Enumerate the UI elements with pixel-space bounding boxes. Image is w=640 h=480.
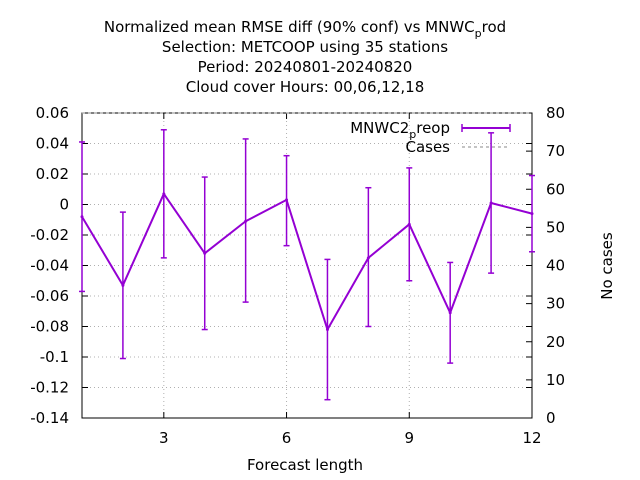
series-mnwc2-point-12 bbox=[530, 212, 534, 216]
plot-area bbox=[79, 112, 535, 401]
y2-axis-label: No cases bbox=[598, 232, 616, 300]
x-axis-label: Forecast length bbox=[247, 456, 363, 474]
legend-line-mnwc2 bbox=[461, 124, 511, 132]
chart-title: Normalized mean RMSE diff (90% conf) vs … bbox=[104, 18, 506, 96]
series-mnwc2-line bbox=[81, 192, 533, 331]
series-mnwc2-point-4 bbox=[203, 251, 207, 255]
legend: MNWC2preop Cases bbox=[350, 119, 511, 156]
y2-tick-label-0: 0 bbox=[546, 409, 556, 427]
series-mnwc2-point-9 bbox=[407, 222, 411, 226]
chart-title-line-3: Period: 20240801-20240820 bbox=[198, 58, 413, 76]
series-mnwc2-point-11 bbox=[489, 201, 493, 205]
y2-tick-label-2: 20 bbox=[546, 333, 565, 351]
series-mnwc2-point-10 bbox=[448, 311, 452, 315]
y-tick-label-7: 0 bbox=[59, 196, 69, 214]
y-tick-label-3: -0.08 bbox=[30, 318, 69, 336]
y-tick-label-10: 0.06 bbox=[36, 104, 69, 122]
series-mnwc2-point-6 bbox=[285, 198, 289, 202]
y-tick-label-9: 0.04 bbox=[36, 135, 69, 153]
series-mnwc2-point-3 bbox=[162, 192, 166, 196]
y-tick-label-1: -0.12 bbox=[30, 379, 69, 397]
y-tick-label-2: -0.1 bbox=[40, 348, 69, 366]
y-tick-label-6: -0.02 bbox=[30, 226, 69, 244]
y-tick-label-5: -0.04 bbox=[30, 257, 69, 275]
series-mnwc2-point-1 bbox=[80, 215, 84, 219]
y2-tick-label-4: 40 bbox=[546, 257, 565, 275]
y-tick-label-8: 0.02 bbox=[36, 165, 69, 183]
y2-tick-label-7: 70 bbox=[546, 142, 565, 160]
y-tick-label-0: -0.14 bbox=[30, 409, 69, 427]
series-mnwc2-point-5 bbox=[244, 219, 248, 223]
series-mnwc2-point-2 bbox=[121, 283, 125, 287]
legend-label-cases: Cases bbox=[405, 138, 450, 156]
y2-tick-label-1: 10 bbox=[546, 371, 565, 389]
y2-tick-label-6: 60 bbox=[546, 180, 565, 198]
tick-labels: -0.14 -0.12 -0.1 -0.08 -0.06 -0.04 -0.02 0 0.02 0… bbox=[30, 104, 565, 447]
y2-tick-label-8: 80 bbox=[546, 104, 565, 122]
chart-title-line-1: Normalized mean RMSE diff (90% conf) vs … bbox=[104, 18, 506, 40]
legend-label-mnwc2: MNWC2preop bbox=[350, 119, 450, 141]
series-mnwc2-point-7 bbox=[325, 328, 329, 332]
chart-title-line-4: Cloud cover Hours: 00,06,12,18 bbox=[186, 78, 425, 96]
x-tick-label-1: 6 bbox=[282, 429, 292, 447]
y-tick-label-4: -0.06 bbox=[30, 287, 69, 305]
y2-tick-label-5: 50 bbox=[546, 218, 565, 236]
chart-title-line-2: Selection: METCOOP using 35 stations bbox=[162, 38, 448, 56]
series-mnwc2-point-8 bbox=[366, 256, 370, 260]
x-tick-label-2: 9 bbox=[404, 429, 414, 447]
x-tick-label-3: 12 bbox=[522, 429, 541, 447]
x-tick-label-0: 3 bbox=[159, 429, 169, 447]
y2-tick-label-3: 30 bbox=[546, 295, 565, 313]
